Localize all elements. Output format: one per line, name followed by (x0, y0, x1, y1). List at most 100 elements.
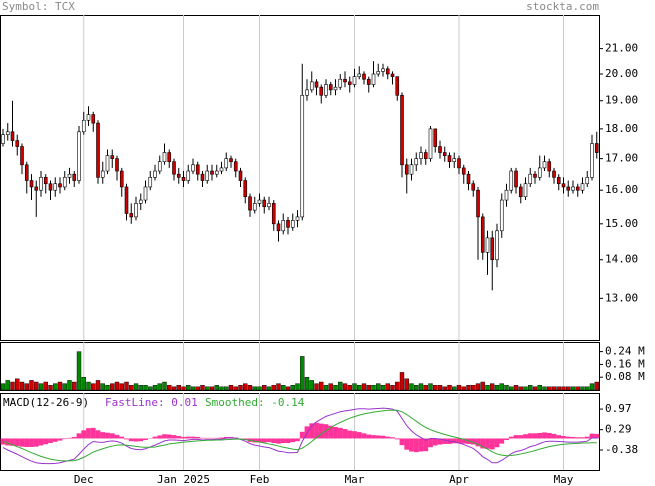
volume-bar (528, 385, 533, 391)
histogram-bar (508, 436, 514, 439)
volume-bar (338, 381, 343, 391)
candle-body (561, 183, 566, 188)
histogram-bar (190, 436, 196, 439)
volume-bar (133, 383, 139, 391)
histogram-bar (162, 434, 167, 439)
histogram-bar (105, 432, 110, 439)
volume-bar (0, 383, 6, 391)
volume-bar (480, 381, 485, 391)
volume-bar (499, 383, 504, 391)
volume-bar (561, 386, 566, 391)
histogram-bar (157, 435, 163, 439)
candle-body (248, 196, 252, 211)
volume-bar (119, 383, 124, 391)
histogram-bar (266, 438, 272, 443)
volume-bar (233, 386, 238, 391)
candle-body (214, 170, 219, 175)
candle-body (286, 220, 290, 228)
y-tick-label: 0.97 (605, 402, 632, 415)
candle-body (509, 170, 514, 191)
candle-body (290, 220, 295, 228)
candle-body (485, 237, 490, 253)
candle-body (366, 78, 371, 85)
histogram-bar (57, 438, 63, 441)
candle-body (143, 186, 148, 201)
histogram-bar (342, 429, 348, 439)
candle-body (457, 158, 461, 169)
volume-bar (295, 383, 300, 391)
candle-body (585, 177, 590, 185)
histogram-bar (418, 438, 424, 452)
y-tick-label: 16.00 (605, 183, 638, 196)
volume-bar (252, 386, 257, 391)
candle-body (243, 180, 248, 198)
candle-body (319, 86, 324, 96)
candle-body (575, 186, 580, 191)
volume-bar (86, 381, 91, 391)
histogram-bar (314, 422, 319, 439)
candle-body (262, 199, 267, 208)
volume-bar (43, 381, 48, 391)
volume-bar (551, 386, 557, 391)
candle-body (233, 161, 238, 172)
volume-bar (186, 385, 191, 391)
histogram-bar (594, 433, 600, 439)
candle-body (362, 73, 366, 80)
candle-body (490, 237, 495, 261)
candle-body (48, 183, 53, 191)
y-tick-label: 0.16 M (605, 357, 645, 370)
histogram-bar (561, 436, 566, 439)
candle-body (62, 177, 67, 188)
y-tick-label: 18.00 (605, 122, 638, 135)
candle-body (466, 173, 471, 185)
fastline-label: FastLine: 0.01 (105, 396, 198, 409)
volume-bar (195, 386, 200, 391)
volume-bar (143, 385, 148, 391)
histogram-bar (90, 427, 96, 439)
volume-bar (148, 386, 153, 391)
histogram-bar (48, 438, 53, 444)
candle-body (224, 158, 229, 169)
histogram-bar (499, 438, 505, 444)
histogram-bar (109, 433, 115, 439)
candle-body (395, 76, 400, 96)
volume-bar (300, 356, 305, 391)
histogram-bar (580, 437, 585, 439)
volume-bar (15, 378, 20, 391)
volume-bar (395, 381, 400, 391)
candle-body (428, 128, 433, 159)
candle-body (537, 167, 542, 178)
volume-bar (181, 386, 186, 391)
candle-body (205, 170, 210, 181)
volume-bar (442, 386, 447, 391)
candle-body (566, 186, 571, 191)
volume-bar (494, 385, 500, 391)
histogram-bar (95, 430, 101, 439)
volume-bar (542, 386, 547, 391)
histogram-bar (100, 432, 106, 439)
histogram-bar (371, 435, 376, 439)
histogram-bar (470, 438, 476, 445)
candle-body (91, 114, 96, 124)
x-tick-label: May (554, 473, 574, 486)
x-tick-label: Apr (449, 473, 469, 486)
volume-bar (570, 386, 576, 391)
volume-bar (19, 381, 25, 391)
volume-bar (589, 383, 595, 391)
histogram-bar (204, 437, 210, 439)
volume-bar (418, 383, 424, 391)
volume-bar (423, 385, 428, 391)
histogram-bar (375, 435, 381, 439)
volume-bar (271, 385, 276, 391)
y-tick-label: 13.00 (605, 291, 638, 304)
macd-label: MACD(12-26-9) (3, 396, 89, 409)
candle-body (138, 199, 143, 204)
candle-body (447, 155, 452, 163)
volume-bar (566, 386, 571, 391)
histogram-bar (456, 438, 462, 444)
volume-bar (190, 386, 196, 391)
volume-bar (162, 381, 167, 391)
candle-body (343, 78, 347, 83)
histogram-bar (390, 437, 395, 439)
